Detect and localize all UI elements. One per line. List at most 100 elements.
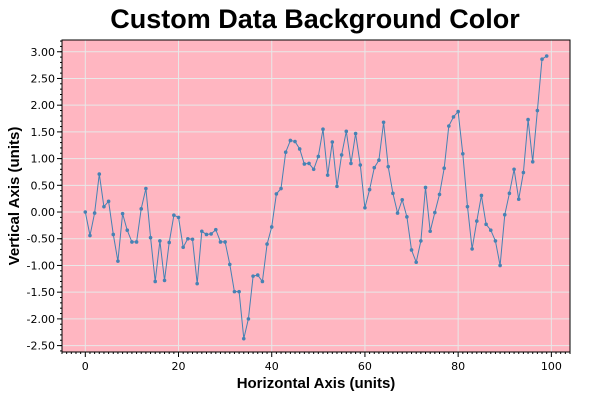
x-tick-label: 40 (265, 360, 279, 373)
y-tick-label: -0.50 (27, 233, 55, 246)
data-point (391, 191, 395, 196)
data-point (433, 210, 437, 215)
data-point (488, 228, 493, 232)
data-point (209, 232, 213, 236)
y-tick-label: -1.50 (27, 286, 55, 299)
data-point (526, 117, 530, 122)
data-point (442, 166, 446, 171)
data-point (540, 57, 544, 62)
data-point (451, 115, 456, 119)
data-point (405, 215, 409, 219)
y-tick-label: 0.00 (31, 206, 56, 219)
data-point (144, 186, 148, 191)
data-point (153, 279, 158, 284)
data-point (158, 239, 162, 243)
grid (62, 40, 570, 352)
data-point (255, 273, 260, 277)
data-point (516, 197, 521, 202)
data-point (186, 236, 190, 241)
data-point (297, 147, 302, 151)
data-point (237, 289, 241, 294)
data-point (148, 235, 153, 240)
data-point (88, 233, 92, 238)
data-point (92, 211, 97, 215)
data-point (409, 248, 414, 252)
data-point (474, 219, 479, 223)
data-point (447, 124, 451, 128)
data-point (386, 164, 391, 169)
data-point (223, 240, 227, 244)
data-point (484, 222, 488, 227)
data-point (176, 215, 181, 220)
data-point (419, 239, 423, 243)
data-point (377, 158, 381, 163)
data-point (512, 167, 516, 172)
data-point (507, 191, 512, 196)
data-point (120, 211, 125, 216)
y-tick-label: 2.50 (31, 72, 56, 85)
y-tick-label: -1.00 (27, 259, 55, 272)
data-point (344, 129, 349, 134)
data-point (97, 172, 102, 176)
data-point (395, 211, 400, 215)
x-tick-label: 100 (541, 360, 562, 373)
data-point (302, 162, 307, 166)
data-point (321, 127, 325, 132)
data-point (400, 197, 405, 202)
data-point (111, 232, 116, 237)
data-point (423, 185, 428, 190)
data-point (265, 242, 269, 246)
data-point (465, 204, 470, 209)
data-point (502, 212, 507, 217)
data-point (456, 109, 460, 114)
data-point (325, 173, 330, 177)
data-point (139, 207, 144, 211)
data-point (116, 259, 120, 263)
data-point (358, 163, 363, 167)
data-point (260, 279, 265, 284)
data-point (544, 54, 549, 58)
x-tick-label: 0 (82, 360, 89, 373)
data-point (493, 239, 498, 243)
data-point (106, 199, 111, 204)
y-tick-label: -2.00 (27, 313, 55, 326)
data-point (162, 278, 167, 283)
data-point (246, 317, 251, 321)
data-point (125, 228, 130, 232)
data-point (316, 154, 321, 159)
data-point (367, 187, 372, 192)
y-tick-label: -2.50 (27, 340, 55, 353)
axis-ticks: 0 20 40 60 80 100 -2.50 -2.00 -1.50 -1.00 -0.50 0.0… (27, 40, 571, 373)
data-point (353, 131, 358, 136)
data-point (381, 120, 386, 125)
x-tick-label: 80 (451, 360, 465, 373)
data-point (172, 213, 176, 218)
data-point (83, 210, 88, 214)
y-tick-label: 1.00 (31, 153, 56, 166)
y-tick-label: 0.50 (31, 179, 56, 192)
data-point (213, 227, 218, 232)
data-point (279, 186, 283, 191)
data-point (530, 160, 535, 164)
data-point (167, 240, 171, 245)
data-point (437, 192, 442, 197)
data-point (195, 281, 199, 286)
x-axis-label: Horizontal Axis (units) (237, 375, 396, 392)
data-point (200, 229, 204, 234)
data-point (269, 225, 274, 229)
data-point (283, 150, 288, 154)
data-point (521, 170, 526, 175)
data-point (181, 245, 185, 250)
data-point (102, 204, 106, 209)
data-point (311, 167, 316, 172)
data-point (372, 165, 377, 170)
data-point (339, 153, 344, 157)
data-point (293, 139, 297, 144)
data-point (227, 262, 232, 267)
x-tick-label: 20 (172, 360, 186, 373)
y-tick-label: 1.50 (31, 126, 56, 139)
data-point (479, 193, 484, 198)
data-point (288, 138, 293, 143)
data-point (307, 161, 311, 166)
